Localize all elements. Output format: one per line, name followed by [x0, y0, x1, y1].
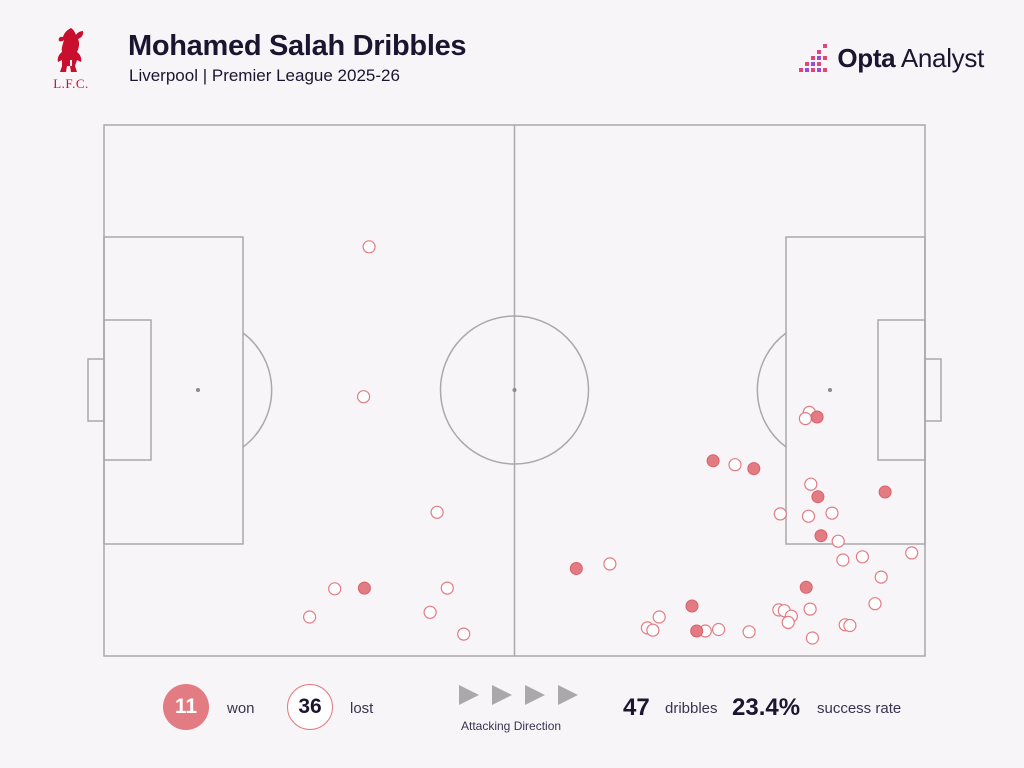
lost-label: lost	[350, 700, 374, 717]
brand-light: Analyst	[895, 42, 984, 73]
liverbird-icon	[57, 28, 84, 72]
right-goal	[924, 358, 942, 422]
centre-circle	[439, 315, 590, 465]
lost-count-badge: 36	[287, 684, 333, 730]
left-goal	[87, 358, 105, 422]
dribble-won-point	[690, 624, 704, 638]
dribble-won-point	[811, 490, 825, 504]
success-rate-value: 23.4%	[732, 694, 801, 721]
success-rate-label: success rate	[817, 700, 902, 717]
dribble-won-point	[799, 580, 813, 594]
chart-title: Mohamed Salah Dribbles	[128, 30, 467, 62]
dribbles-label: dribbles	[665, 700, 718, 717]
attacking-direction-label: Attacking Direction	[461, 719, 562, 733]
dribble-points	[303, 240, 919, 645]
dribble-lost-point	[773, 507, 787, 521]
dribble-lost-point	[868, 597, 882, 611]
dribble-lost-point	[728, 458, 742, 472]
dribble-won-point	[357, 581, 371, 595]
won-count-badge: 11	[163, 684, 209, 730]
dribble-lost-point	[843, 618, 857, 633]
dribble-lost-point	[804, 477, 818, 491]
attacking-direction-arrows	[459, 685, 578, 705]
right-penalty-area	[785, 236, 926, 545]
dribble-lost-point	[781, 615, 795, 630]
dribble-lost-point	[362, 240, 376, 254]
dribble-lost-point	[801, 509, 816, 523]
club-logo-text: L.F.C.	[53, 76, 89, 91]
dribble-won-point	[810, 410, 824, 424]
centre-spot	[512, 388, 517, 392]
dribble-lost-point	[836, 553, 850, 567]
dribble-won-point	[878, 485, 892, 499]
club-logo: L.F.C.	[50, 26, 92, 91]
left-penalty-area	[103, 236, 244, 545]
dribble-lost-point	[430, 505, 444, 519]
right-penalty-spot	[828, 388, 832, 392]
dribble-lost-point	[855, 550, 870, 564]
left-penalty-spot	[196, 388, 200, 392]
dribble-won-point	[569, 562, 583, 575]
dribble-lost-point	[603, 557, 617, 571]
footer-legend: 11 won 36 lost Attacking Direction 47 dr…	[0, 676, 1024, 746]
dribble-lost-point	[874, 570, 888, 584]
dribble-lost-point	[652, 610, 666, 624]
arrow-right-icon	[558, 685, 578, 705]
pitch-chart	[87, 124, 942, 657]
dribble-won-point	[814, 529, 828, 543]
dribble-lost-point	[423, 605, 437, 619]
won-label: won	[227, 700, 255, 717]
arrow-right-icon	[459, 685, 479, 705]
dribble-lost-point	[440, 581, 454, 595]
brand-text: Opta Analyst	[837, 43, 984, 74]
dribble-lost-point	[825, 506, 839, 520]
right-six-yard-box	[877, 319, 926, 461]
opta-bars-icon	[799, 44, 828, 72]
dribble-lost-point	[457, 627, 471, 641]
dribble-lost-point	[303, 610, 317, 624]
left-penalty-arc	[242, 332, 273, 448]
dribble-won-point	[706, 454, 720, 468]
dribble-lost-point	[831, 534, 845, 548]
arrow-right-icon	[492, 685, 512, 705]
dribble-lost-point	[646, 623, 660, 637]
opta-analyst-brand: Opta Analyst	[797, 40, 984, 76]
dribble-lost-point	[357, 390, 371, 404]
dribble-lost-point	[803, 602, 817, 616]
dribble-lost-point	[742, 625, 756, 639]
dribble-lost-point	[328, 582, 342, 596]
left-six-yard-box	[103, 319, 152, 461]
dribble-lost-point	[798, 412, 813, 426]
right-penalty-arc	[756, 332, 787, 448]
dribble-won-point	[685, 599, 699, 613]
dribble-lost-point	[805, 631, 820, 645]
header: L.F.C. Mohamed Salah Dribbles Liverpool …	[0, 0, 1024, 110]
chart-subtitle: Liverpool | Premier League 2025-26	[129, 66, 400, 85]
dribble-won-point	[747, 462, 761, 476]
dribbles-total: 47	[623, 694, 650, 721]
dribble-lost-point	[905, 546, 919, 560]
arrow-right-icon	[525, 685, 545, 705]
brand-bold: Opta	[837, 42, 896, 73]
dribble-lost-point	[711, 622, 726, 637]
